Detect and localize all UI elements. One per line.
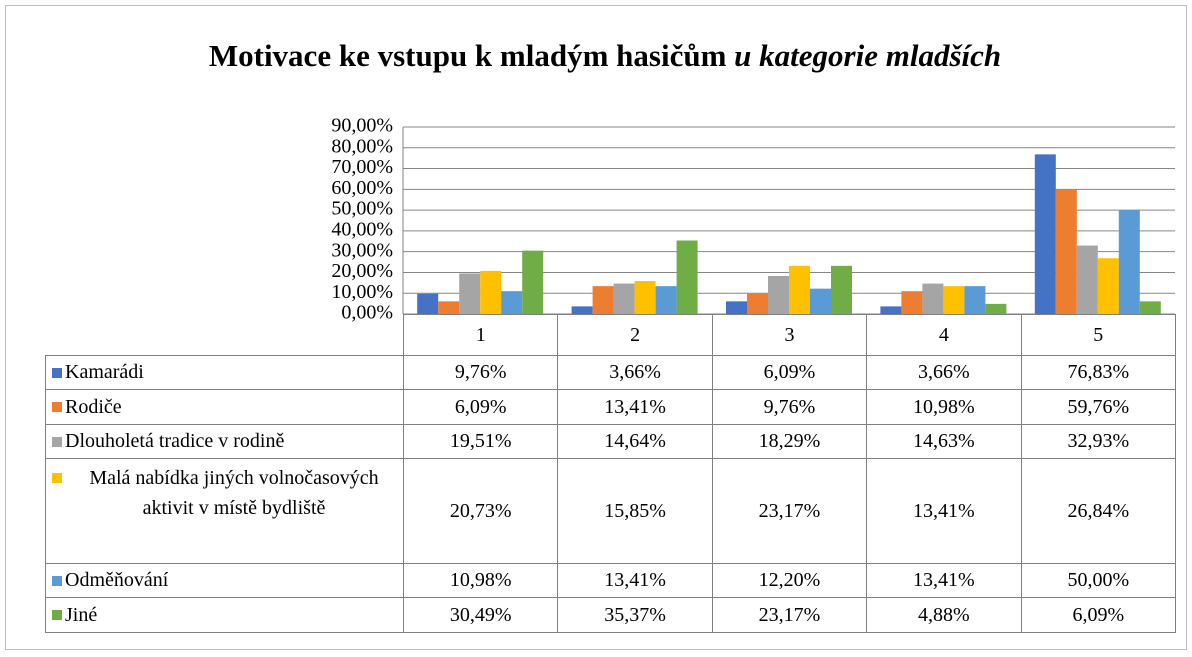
value-label: 19,51% [403, 424, 559, 459]
bar [676, 240, 698, 314]
bar [789, 265, 810, 314]
y-tick-label: 10,00% [331, 281, 393, 303]
bar [943, 286, 965, 314]
value-label: 9,76% [711, 389, 868, 425]
bar [1097, 258, 1119, 314]
legend-label: Jiné [65, 603, 98, 626]
legend-label: Dlouholetá tradice v rodině [65, 430, 285, 452]
value-label: 14,64% [557, 424, 713, 459]
value-label: 13,41% [557, 563, 713, 598]
y-tick-label: 40,00% [331, 218, 393, 240]
value-label: 12,20% [711, 563, 868, 598]
y-tick-label: 90,00% [331, 115, 393, 137]
value-label: 6,09% [1020, 597, 1176, 633]
category-label: 2 [557, 314, 713, 356]
y-tick-label: 30,00% [331, 239, 393, 261]
y-tick-label: 70,00% [331, 156, 393, 178]
value-label: 13,41% [866, 563, 1022, 598]
legend-label: Odměňování [65, 569, 169, 591]
legend-swatch [52, 402, 62, 412]
bar [726, 301, 747, 314]
legend-entry: Kamarádi [45, 355, 404, 390]
bar [880, 306, 902, 314]
value-label: 6,09% [403, 389, 559, 425]
legend-entry: Jiné [45, 597, 404, 633]
value-label: 6,09% [711, 355, 868, 390]
bar [1034, 154, 1056, 314]
bar [634, 281, 656, 314]
bar [985, 303, 1007, 314]
bar [522, 250, 544, 314]
legend-swatch [52, 473, 62, 483]
value-label: 59,76% [1020, 389, 1176, 425]
bar [922, 283, 944, 314]
value-label: 18,29% [711, 424, 868, 459]
value-label: 3,66% [557, 355, 713, 390]
bar [438, 301, 460, 314]
legend-entry: Odměňování [45, 563, 404, 598]
legend-label: Rodiče [65, 395, 122, 418]
category-label: 5 [1020, 314, 1176, 356]
value-label: 26,84% [1020, 458, 1176, 564]
legend-swatch [52, 575, 62, 586]
legend-label: Malá nabídka jiných volnočasových aktivi… [89, 467, 379, 519]
value-label: 30,49% [403, 597, 559, 633]
value-label: 15,85% [557, 458, 713, 564]
legend-label: Kamarádi [65, 361, 144, 383]
bar [592, 286, 614, 314]
title-emphasis: u kategorie mladších [734, 38, 1002, 73]
bar [501, 291, 523, 314]
bar [1076, 245, 1098, 314]
value-label: 9,76% [403, 355, 559, 390]
chart-title: Motivace ke vstupu k mladým hasičům u ka… [190, 38, 1020, 74]
value-label: 76,83% [1020, 355, 1176, 390]
category-label: 3 [711, 314, 868, 356]
value-label: 50,00% [1020, 563, 1176, 598]
bar [1118, 210, 1140, 314]
legend-entry: Dlouholetá tradice v rodině [45, 424, 404, 459]
value-label: 3,66% [866, 355, 1022, 390]
chart-frame [5, 5, 1187, 650]
value-label: 32,93% [1020, 424, 1176, 459]
value-label: 20,73% [403, 458, 559, 564]
value-label: 23,17% [711, 458, 868, 564]
y-tick-label: 20,00% [331, 260, 393, 282]
legend-swatch [52, 436, 62, 447]
value-label: 4,88% [866, 597, 1022, 633]
bar [810, 288, 831, 314]
bar [571, 306, 593, 314]
legend-entry: Rodiče [45, 389, 404, 425]
bar [480, 270, 502, 314]
value-label: 10,98% [403, 563, 559, 598]
title-text: Motivace ke vstupu k mladým hasičům [208, 38, 727, 73]
value-label: 10,98% [866, 389, 1022, 425]
category-label: 4 [866, 314, 1022, 356]
value-label: 23,17% [711, 597, 868, 633]
bar [1139, 301, 1161, 314]
bar [1055, 189, 1077, 314]
legend-swatch [52, 610, 62, 620]
bar [964, 286, 986, 314]
value-label: 13,41% [557, 389, 713, 425]
bar [831, 265, 852, 314]
bar [747, 293, 768, 314]
y-tick-label: 0,00% [341, 302, 393, 324]
value-label: 13,41% [866, 458, 1022, 564]
legend-entry: Malá nabídka jiných volnočasových aktivi… [45, 458, 404, 564]
bar [768, 275, 789, 314]
bar [417, 293, 439, 314]
y-tick-label: 80,00% [331, 135, 393, 157]
legend-swatch [52, 367, 62, 378]
y-tick-label: 50,00% [331, 198, 393, 220]
category-label: 1 [403, 314, 559, 356]
bar [459, 273, 481, 314]
bar [655, 286, 677, 314]
value-label: 35,37% [557, 597, 713, 633]
bar [901, 291, 923, 314]
y-tick-label: 60,00% [331, 177, 393, 199]
bar [613, 283, 635, 314]
value-label: 14,63% [866, 424, 1022, 459]
